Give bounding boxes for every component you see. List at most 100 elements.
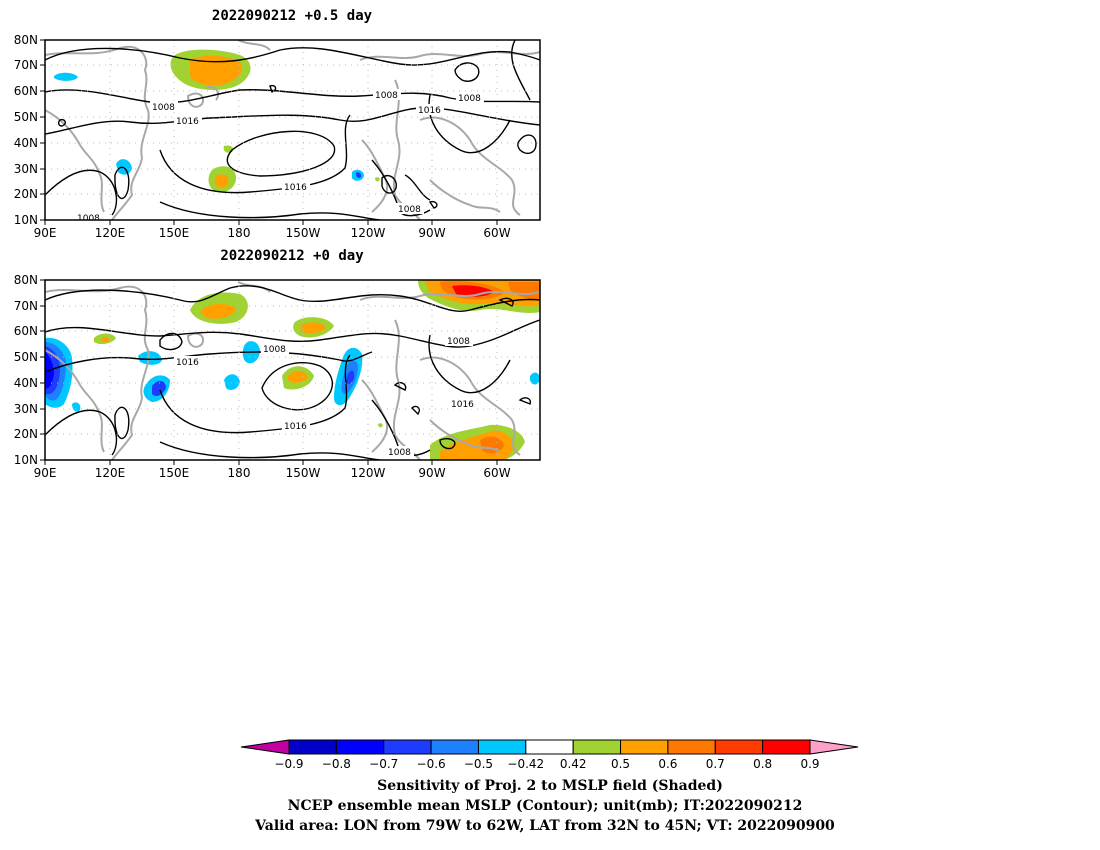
panel-top: 2022090212 +0.5 day (14, 8, 541, 240)
colorbar-boxes (288, 739, 811, 755)
lon-tick: 90E (34, 466, 57, 480)
lon-tick: 120W (351, 226, 386, 240)
colorbar: −0.9 −0.8 −0.7 −0.6 −0.5 −0.42 0.42 0.5 0.6 0.7 0.… (240, 739, 859, 771)
contour-label: 1016 (284, 422, 307, 432)
lon-tick-labels: 90E 120E 150E 180 150W 120W 90W 60W (34, 466, 511, 480)
colorbar-box (477, 739, 527, 755)
contour-label: 1008 (398, 205, 421, 215)
lat-tick: 50N (14, 350, 38, 364)
colorbar-label: −0.7 (369, 757, 398, 771)
colorbar-label: 0.8 (753, 757, 772, 771)
lon-tick: 120E (95, 466, 126, 480)
lon-tick: 60W (483, 466, 510, 480)
lon-tick: 180 (228, 226, 251, 240)
lon-tick: 150E (159, 466, 190, 480)
lat-tick: 20N (14, 187, 38, 201)
panel-title: 2022090212 +0.5 day (212, 8, 373, 24)
lon-tick: 90E (34, 226, 57, 240)
colorbar-label: 0.42 (560, 757, 587, 771)
contour-label: 1016 (284, 183, 307, 193)
colorbar-label: −0.8 (322, 757, 351, 771)
map-area: 1016 1008 1008 1016 1016 1008 (45, 280, 540, 460)
contour-label: 1008 (375, 91, 398, 101)
lat-tick-labels: 80N 70N 60N 50N 40N 30N 20N 10N (14, 273, 38, 467)
contour-label: 1016 (451, 400, 474, 410)
caption-line-2: NCEP ensemble mean MSLP (Contour); unit(… (288, 798, 803, 814)
lon-tick: 60W (483, 226, 510, 240)
mslp-contours (45, 40, 540, 220)
contour-label: 1016 (418, 106, 441, 116)
lat-tick: 10N (14, 453, 38, 467)
lat-tick: 70N (14, 299, 38, 313)
lat-tick-labels: 80N 70N 60N 50N 40N 30N 20N 10N (14, 33, 38, 227)
lat-tick: 40N (14, 136, 38, 150)
map-frame (44, 279, 541, 461)
map-area: 1008 1016 1008 1016 1008 1016 1008 1008 (45, 40, 540, 224)
lat-tick: 80N (14, 33, 38, 47)
lat-tick: 40N (14, 376, 38, 390)
colorbar-label: 0.9 (800, 757, 819, 771)
contour-label: 1008 (77, 214, 100, 224)
axis-ticks (40, 39, 498, 225)
lon-tick: 150W (286, 466, 321, 480)
coastline (45, 40, 540, 220)
lat-lon-grid (45, 40, 540, 220)
caption-line-1: Sensitivity of Proj. 2 to MSLP field (Sh… (377, 778, 723, 794)
contour-labels: 1008 1016 1008 1016 1008 1016 1008 1008 (75, 89, 484, 224)
sensitivity-shading (45, 280, 540, 460)
contour-label: 1008 (388, 448, 411, 458)
colorbar-box (572, 739, 622, 755)
lon-tick: 150E (159, 226, 190, 240)
lon-tick: 180 (228, 466, 251, 480)
caption-line-3: Valid area: LON from 79W to 62W, LAT fro… (254, 818, 835, 834)
colorbar-box (525, 739, 574, 755)
colorbar-right-arrow (809, 739, 859, 755)
lon-tick: 150W (286, 226, 321, 240)
colorbar-box (762, 739, 811, 755)
caption: Sensitivity of Proj. 2 to MSLP field (Sh… (254, 778, 835, 834)
lat-tick: 50N (14, 110, 38, 124)
lon-tick: 90W (418, 226, 445, 240)
lat-tick: 30N (14, 162, 38, 176)
map-frame (44, 39, 541, 221)
colorbar-box (288, 739, 337, 755)
colorbar-box (383, 739, 432, 755)
colorbar-box (620, 739, 669, 755)
sensitivity-shading (54, 49, 380, 193)
colorbar-label: 0.5 (611, 757, 630, 771)
lat-tick: 80N (14, 273, 38, 287)
lat-tick: 20N (14, 427, 38, 441)
lon-tick: 120E (95, 226, 126, 240)
contour-labels: 1016 1008 1008 1016 1016 1008 (174, 335, 477, 458)
colorbar-box (714, 739, 764, 755)
colorbar-label: 0.6 (658, 757, 677, 771)
lon-tick-labels: 90E 120E 150E 180 150W 120W 90W 60W (34, 226, 511, 240)
panel-title: 2022090212 +0 day (220, 248, 364, 264)
colorbar-labels: −0.9 −0.8 −0.7 −0.6 −0.5 −0.42 0.42 0.5 0.6 0.7 0.… (274, 757, 819, 771)
lon-tick: 90W (418, 466, 445, 480)
colorbar-left-arrow (240, 739, 290, 755)
colorbar-label: −0.9 (274, 757, 303, 771)
lat-tick: 60N (14, 84, 38, 98)
contour-label: 1016 (176, 117, 199, 127)
lat-tick: 70N (14, 58, 38, 72)
contour-label: 1016 (176, 358, 199, 368)
colorbar-box (335, 739, 385, 755)
colorbar-box (667, 739, 716, 755)
panel-bottom: 2022090212 +0 day (14, 248, 541, 480)
contour-label: 1008 (447, 337, 470, 347)
lat-tick: 30N (14, 402, 38, 416)
lat-tick: 10N (14, 213, 38, 227)
colorbar-box (430, 739, 479, 755)
lon-tick: 120W (351, 466, 386, 480)
colorbar-label: −0.6 (417, 757, 446, 771)
colorbar-label: 0.7 (706, 757, 725, 771)
contour-label: 1008 (458, 94, 481, 104)
colorbar-label: −0.5 (464, 757, 493, 771)
lat-tick: 60N (14, 324, 38, 338)
lat-lon-grid (45, 280, 540, 460)
colorbar-label: −0.42 (507, 757, 544, 771)
contour-label: 1008 (263, 345, 286, 355)
axis-ticks (40, 279, 498, 465)
